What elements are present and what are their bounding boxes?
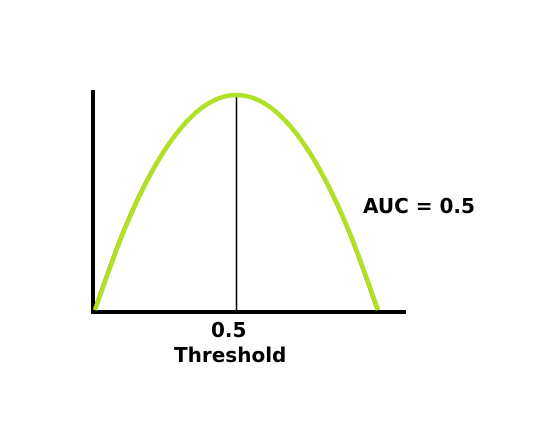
- x-axis-title: Threshold: [174, 343, 286, 367]
- auc-annotation: AUC = 0.5: [363, 194, 475, 218]
- x-tick-label: 0.5: [211, 318, 246, 342]
